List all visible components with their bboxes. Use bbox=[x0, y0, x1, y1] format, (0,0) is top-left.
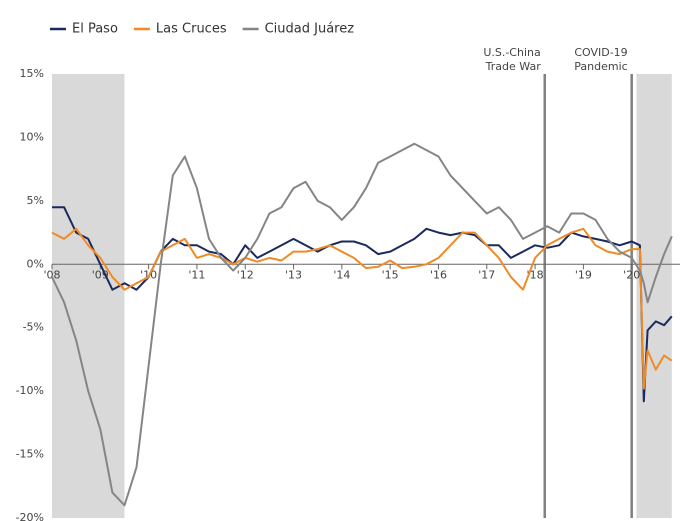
legend-label: Las Cruces bbox=[156, 22, 227, 37]
x-tick-label: '11 bbox=[188, 268, 205, 281]
x-tick-label: '14 bbox=[333, 268, 350, 281]
x-tick-label: '12 bbox=[237, 268, 254, 281]
recession-shade bbox=[636, 74, 672, 518]
x-tick-label: '19 bbox=[575, 268, 592, 281]
x-tick-label: '16 bbox=[430, 268, 447, 281]
legend-label: El Paso bbox=[72, 22, 118, 37]
x-tick-label: '15 bbox=[382, 268, 399, 281]
series-line bbox=[51, 227, 673, 390]
y-tick-label: 0% bbox=[27, 257, 44, 270]
y-tick-label: 15% bbox=[20, 67, 44, 80]
y-tick-label: 10% bbox=[20, 130, 44, 143]
x-tick-label: '08 bbox=[43, 268, 60, 281]
series-line bbox=[51, 142, 673, 507]
y-tick-label: -10% bbox=[16, 384, 44, 397]
event-label: U.S.-China bbox=[483, 46, 540, 59]
y-tick-label: 5% bbox=[27, 194, 44, 207]
series-line bbox=[52, 206, 673, 403]
legend-label: Ciudad Juárez bbox=[265, 22, 355, 37]
y-tick-label: -15% bbox=[16, 448, 44, 461]
event-label: COVID-19 bbox=[574, 46, 627, 59]
y-tick-label: -20% bbox=[16, 511, 44, 521]
x-tick-label: '20 bbox=[623, 268, 640, 281]
event-label: Pandemic bbox=[574, 60, 627, 73]
y-tick-label: -5% bbox=[23, 321, 44, 334]
event-label: Trade War bbox=[485, 60, 542, 73]
x-tick-label: '13 bbox=[285, 268, 302, 281]
x-tick-label: '17 bbox=[478, 268, 495, 281]
recession-shade bbox=[52, 74, 125, 518]
